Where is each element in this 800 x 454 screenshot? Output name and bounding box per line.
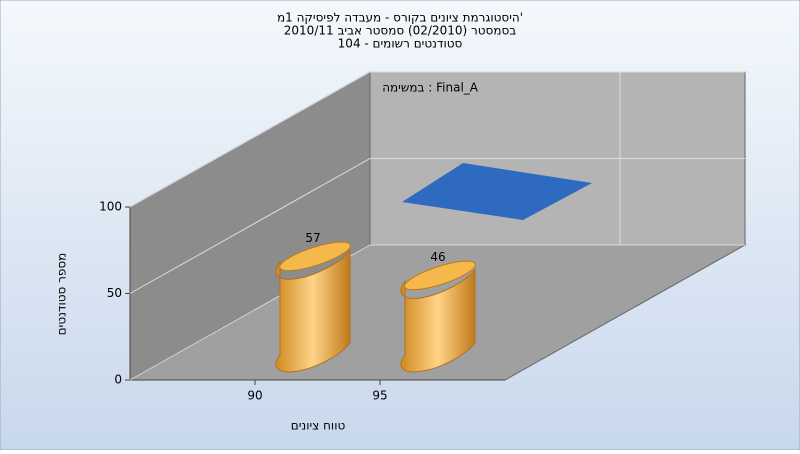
legend-swatch — [402, 163, 592, 220]
grid-line — [129, 71, 745, 208]
x-axis-label: טווח ציונים — [291, 419, 346, 433]
bar — [400, 267, 476, 373]
x-tick-label: 90 — [247, 389, 262, 403]
bar-top — [279, 241, 351, 272]
y-tick-label: 100 — [99, 200, 122, 214]
grid-line — [129, 158, 745, 294]
value-label: 57 — [305, 231, 320, 245]
bar — [275, 248, 351, 373]
chart-title: בסמסטר (02/2010) סמסטר אביב 2010/11 — [284, 24, 516, 38]
value-label: 46 — [430, 250, 445, 264]
chart-title: היסטוגרמת ציונים בקורס - מעבדה לפיסיקה 1… — [277, 11, 523, 25]
grid-line — [129, 244, 745, 381]
chart-title: סטודנטים רשומים - 104 — [338, 37, 463, 51]
bar-top — [404, 260, 476, 291]
x-tick-label: 95 — [372, 389, 387, 403]
y-tick-label: 0 — [114, 373, 122, 387]
y-axis-label: מספר סטודנטים — [55, 253, 69, 336]
y-tick-label: 50 — [107, 286, 122, 300]
annotation: במשימה : Final_A — [382, 81, 479, 95]
